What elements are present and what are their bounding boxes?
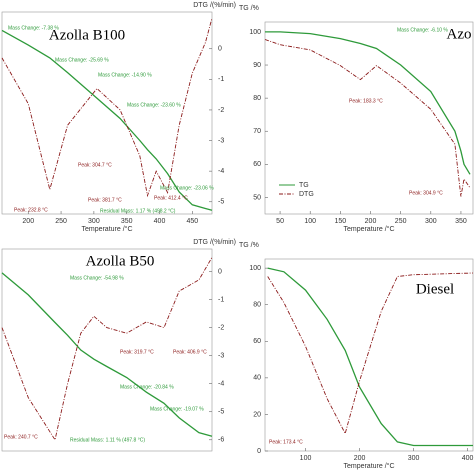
y-tick-label: 100 [249, 265, 261, 272]
annotation: Peak: 304.9 °C [409, 190, 443, 196]
x-tick-label: 350 [121, 218, 133, 225]
chart-title: Azolla B100 [49, 27, 125, 43]
y-tick-label: 20 [253, 411, 261, 418]
annotation: Peak: 173.4 °C [269, 439, 303, 445]
x-tick-label: 300 [408, 455, 420, 462]
annotation: Mass Change: -23.06 % [160, 185, 214, 191]
annotation: Mass Change: -19.07 % [150, 406, 204, 412]
annotation: Mass Change: -25.69 % [55, 57, 109, 63]
y2-tick-label: -4 [218, 168, 224, 175]
annotation: Peak: 412.4 °C [154, 195, 188, 201]
annotation: Peak: 183.3 °C [349, 98, 383, 104]
y2-tick-label: -1 [218, 76, 224, 83]
x-tick-label: 300 [425, 218, 437, 225]
y2-tick-label: -2 [218, 324, 224, 331]
panel: 50 100 150 200 250 300 350 50 60 70 80 90 100 Tempera… [239, 5, 474, 233]
x-tick-label: 350 [455, 218, 467, 225]
plot-frame [264, 258, 474, 452]
annotation: Peak: 381.7 °C [88, 197, 122, 203]
y-tick-label: 50 [253, 194, 261, 201]
y-tick-label: 80 [253, 95, 261, 102]
x-tick-label: 250 [55, 218, 67, 225]
annotation: Peak: 240.7 °C [4, 434, 38, 440]
series-line [267, 267, 473, 447]
x-tick-label: 150 [335, 218, 347, 225]
series-line [1, 272, 213, 437]
x-axis-label: Temperature /°C [343, 225, 394, 233]
chart-title: Diesel [416, 281, 454, 297]
chart-title: Azolla B50 [86, 253, 155, 269]
annotation: Residual Mass: 1.17 % (498.2 °C) [100, 208, 176, 214]
chart-title: Azo [447, 26, 472, 42]
x-tick-label: 200 [22, 218, 34, 225]
panel: 0 -1 -2 -3 -4 -5 -6 DTG /(%/min) Azolla B50 Mass … [1, 239, 236, 452]
y2-tick-label: 0 [218, 268, 222, 275]
annotation: Mass Change: -14.90 % [98, 72, 152, 78]
x-tick-label: 300 [88, 218, 100, 225]
plot-frame [264, 21, 474, 215]
annotation: Peak: 406.9 °C [173, 349, 207, 355]
y-tick-label: 60 [253, 161, 261, 168]
series-line [267, 272, 474, 435]
x-tick-label: 100 [304, 218, 316, 225]
y-tick-label: 90 [253, 62, 261, 69]
annotation: Mass Change: -54.98 % [70, 275, 124, 281]
y-tick-label: 100 [249, 29, 261, 36]
y-tick-label: 0 [257, 448, 261, 455]
y2-tick-label: -4 [218, 381, 224, 388]
panel: 100 200 300 400 0 20 40 60 80 100 Temperature /°C T… [239, 242, 474, 470]
series-line [264, 39, 471, 197]
annotation: Peak: 232.8 °C [14, 207, 48, 213]
x-tick-label: 200 [365, 218, 377, 225]
annotation: Mass Change: -7.38 % [8, 25, 59, 31]
y-tick-label: 60 [253, 338, 261, 345]
series-line [1, 29, 213, 211]
x-tick-label: 200 [354, 455, 366, 462]
y2-tick-label: -3 [218, 352, 224, 359]
annotation: Peak: 304.7 °C [78, 162, 112, 168]
y-axis-label: TG /% [239, 242, 259, 249]
y-tick-label: 70 [253, 128, 261, 135]
annotation: Mass Change: -20.84 % [120, 384, 174, 390]
y-axis-label: TG /% [239, 5, 259, 12]
y2-tick-label: -1 [218, 296, 224, 303]
x-tick-label: 400 [154, 218, 166, 225]
y2-tick-label: 0 [218, 46, 222, 53]
x-tick-label: 100 [300, 455, 312, 462]
y2-tick-label: -6 [218, 437, 224, 444]
legend-label: TG [299, 182, 309, 189]
series-line [1, 257, 213, 441]
y2-tick-label: -2 [218, 107, 224, 114]
y2-tick-label: -5 [218, 409, 224, 416]
series-line [265, 31, 471, 175]
annotation: Mass Change: -6.10 % [397, 27, 448, 33]
panel: 200 250 300 350 400 450 0 -1 -2 -3 -4 -5 Temperature… [1, 2, 236, 233]
y2-tick-label: -3 [218, 137, 224, 144]
x-tick-label: 50 [276, 218, 284, 225]
x-tick-label: 250 [395, 218, 407, 225]
x-tick-label: 400 [462, 455, 474, 462]
y2-axis-label: DTG /(%/min) [193, 239, 236, 246]
series-line [1, 17, 213, 198]
x-tick-label: 450 [186, 218, 198, 225]
legend-label: DTG [299, 191, 314, 198]
x-axis-label: Temperature /°C [343, 462, 394, 470]
plot-frame [1, 11, 213, 215]
x-axis-label: Temperature /°C [81, 225, 132, 233]
y-tick-label: 40 [253, 375, 261, 382]
y2-axis-label: DTG /(%/min) [193, 2, 236, 9]
y2-tick-label: -5 [218, 199, 224, 206]
y-tick-label: 80 [253, 302, 261, 309]
plot-frame [1, 248, 213, 452]
annotation: Residual Mass: 1.11 % (497.8 °C) [70, 437, 145, 443]
annotation: Peak: 319.7 °C [120, 349, 154, 355]
annotation: Mass Change: -23.60 % [127, 102, 181, 108]
